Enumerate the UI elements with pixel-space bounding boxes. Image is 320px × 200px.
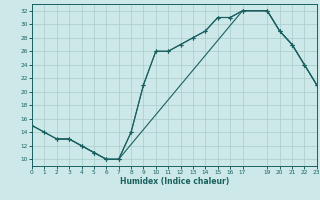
X-axis label: Humidex (Indice chaleur): Humidex (Indice chaleur): [120, 177, 229, 186]
